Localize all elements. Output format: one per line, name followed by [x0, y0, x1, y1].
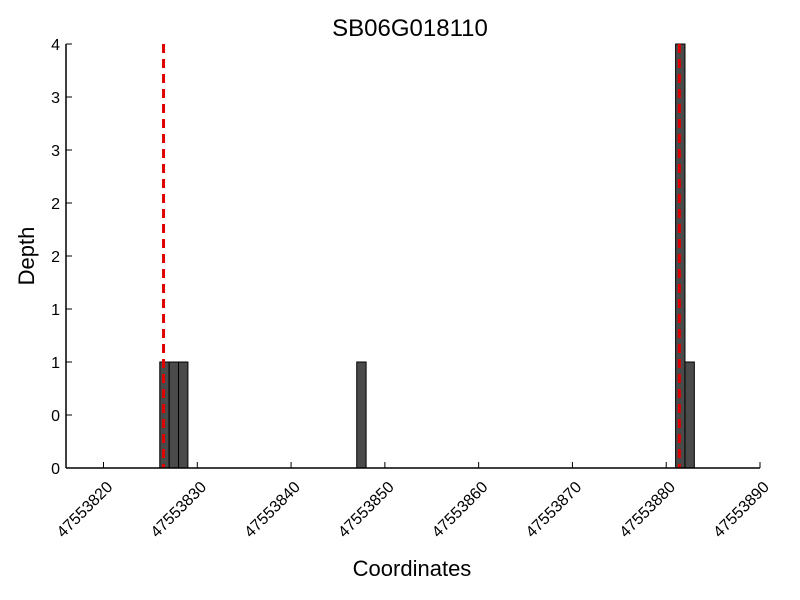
x-tick-label: 47553820	[54, 479, 116, 541]
x-tick-label: 47553870	[523, 479, 585, 541]
y-tick-label: 2	[51, 196, 60, 213]
bar-5	[684, 361, 695, 469]
y-tick-label: 1	[51, 302, 60, 319]
x-tick-label: 47553860	[429, 479, 491, 541]
y-axis-label: Depth	[14, 227, 39, 286]
bar-2	[178, 361, 189, 469]
y-tick-label: 0	[51, 461, 60, 478]
bar-1	[168, 361, 180, 469]
x-tick-label: 47553850	[335, 479, 397, 541]
y-tick-label: 2	[51, 249, 60, 266]
x-tick-label: 47553830	[148, 479, 210, 541]
x-tick-label: 47553890	[710, 479, 772, 541]
y-tick-label: 4	[51, 37, 60, 54]
bar-3	[356, 361, 367, 469]
y-tick-label: 3	[51, 143, 60, 160]
chart-title: SB06G018110	[332, 15, 488, 42]
y-tick-label: 3	[51, 90, 60, 107]
x-tick-label: 47553880	[617, 479, 679, 541]
x-tick-label: 47553840	[242, 479, 304, 541]
y-tick-label: 1	[51, 355, 60, 372]
y-tick-label: 0	[51, 408, 60, 425]
plot-area: 0 0 1 1 2 2 3 3 4 47553820 47553830 47553840 4755385…	[51, 37, 773, 541]
x-axis-label: Coordinates	[353, 556, 472, 581]
